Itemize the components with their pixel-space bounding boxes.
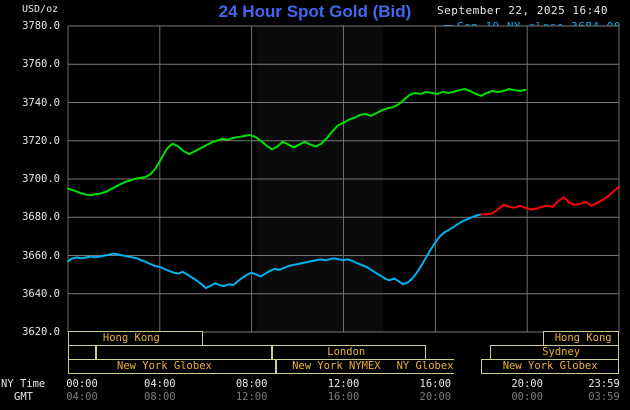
session-bar-new-york-globex	[68, 359, 277, 374]
y-tick-label-2: 3740.0	[22, 96, 60, 109]
session-bar-sydney-main	[547, 345, 619, 360]
x-tick-gmt-0: 04:00	[66, 391, 98, 403]
y-tick-label-3: 3720.0	[22, 134, 60, 147]
x-tick-ny-2: 08:00	[235, 378, 268, 390]
session-bar-london	[95, 345, 272, 360]
y-tick-label-4: 3700.0	[22, 173, 60, 185]
y-tick-label-7: 3640.0	[22, 287, 60, 300]
session-bar-sydney	[489, 345, 548, 360]
session-bar-london	[68, 345, 96, 360]
timestamp-label: September 22, 2025 16:40	[437, 4, 608, 17]
x-tick-gmt-3: 16:00	[327, 391, 360, 403]
series-line-1	[480, 185, 620, 216]
x-tick-ny-3: 12:00	[327, 378, 360, 390]
x-tick-gmt-5: 00:00	[511, 391, 543, 403]
x-tick-ny-0: 00:00	[66, 378, 98, 390]
session-bar-ny-globex	[395, 359, 454, 374]
y-tick-label-8: 3620.0	[22, 326, 60, 338]
page-title: 24 Hour Spot Gold (Bid)	[218, 2, 412, 21]
x-tick-gmt-4: 20:00	[419, 391, 452, 403]
y-tick-label-5: 3680.0	[22, 211, 60, 224]
x-tick-gmt-6: 03:59	[588, 391, 620, 403]
gmt-axis-label: GMT	[14, 391, 33, 403]
y-tick-label-1: 3760.0	[22, 58, 60, 71]
x-tick-ny-4: 16:00	[419, 378, 452, 390]
ny-time-axis-label: NY Time	[1, 378, 46, 390]
x-tick-gmt-1: 08:00	[144, 391, 176, 403]
session-bar-new-york-globex	[481, 359, 619, 374]
x-tick-gmt-2: 12:00	[235, 391, 268, 403]
series-line-0	[67, 213, 483, 290]
x-tick-ny-1: 04:00	[144, 378, 176, 390]
session-bar-london-main	[271, 345, 427, 360]
session-bar-new-york-nymex	[276, 359, 396, 374]
session-bar-hong-kong	[68, 331, 203, 346]
series-line-2	[67, 88, 527, 197]
session-bar-hong-kong	[542, 331, 619, 346]
y-tick-label-6: 3660.0	[22, 249, 60, 262]
y-axis-unit-label: USD/oz	[22, 4, 59, 15]
x-tick-ny-5: 20:00	[511, 378, 543, 390]
x-tick-ny-6: 23:59	[588, 378, 620, 390]
y-tick-label-0: 3780.0	[22, 20, 60, 32]
